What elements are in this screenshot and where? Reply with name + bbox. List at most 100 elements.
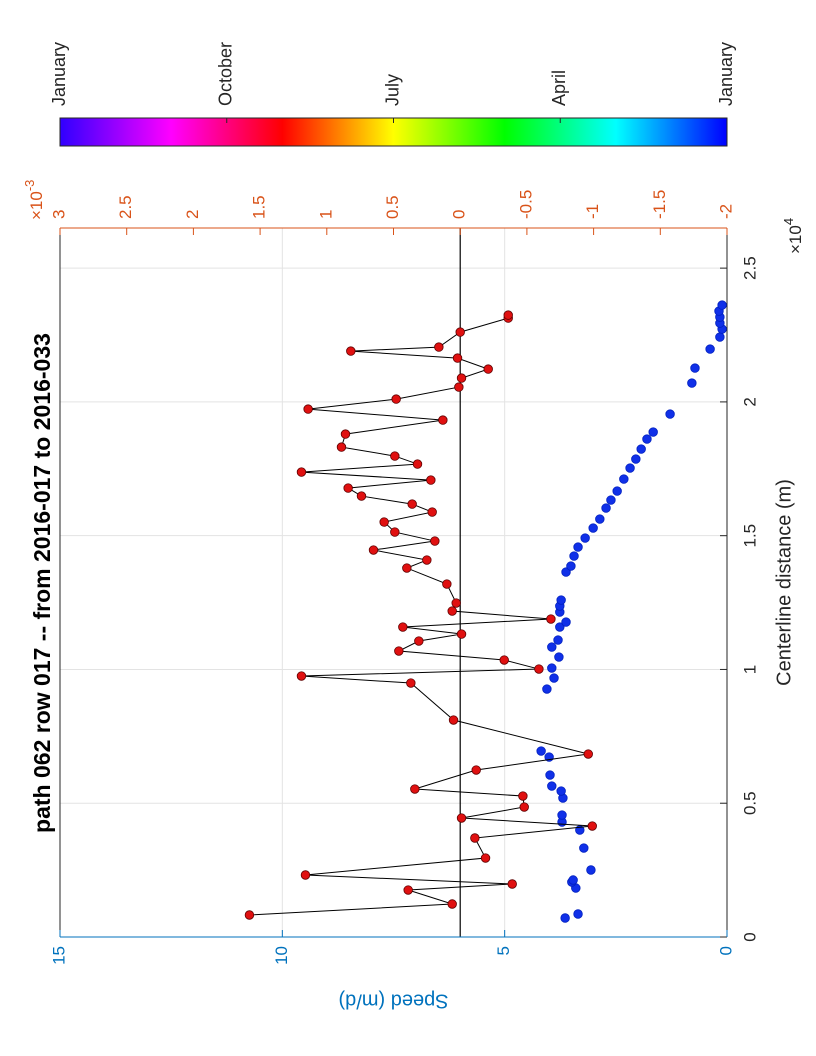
y-tick-label: 0 (716, 946, 735, 955)
data-point (648, 427, 658, 437)
data-point (503, 310, 513, 320)
data-point (455, 327, 465, 337)
data-point (705, 344, 715, 354)
data-point (470, 833, 480, 843)
data-point (471, 765, 481, 775)
x-tick-label: 2 (740, 397, 759, 406)
data-point (569, 551, 579, 561)
y2-tick-label: -2 (716, 204, 735, 219)
data-point (606, 495, 616, 505)
data-point (448, 715, 459, 725)
axis-exponent: ×10-3 (22, 180, 46, 220)
data-point (553, 635, 563, 645)
data-point (438, 415, 448, 425)
data-point (554, 652, 564, 662)
data-point (426, 475, 436, 485)
data-point (427, 507, 437, 517)
data-point (356, 491, 367, 501)
data-point (573, 909, 583, 919)
x-tick-label: 0 (740, 932, 759, 941)
data-point (556, 595, 566, 605)
rotated-figure: path 062 row 017 -- from 2016-017 to 201… (22, 42, 805, 1012)
data-point (549, 673, 559, 683)
y-tick-label: 10 (272, 946, 291, 965)
data-point (586, 865, 596, 875)
data-point (456, 629, 467, 639)
data-point (368, 545, 379, 555)
data-point (587, 821, 597, 831)
exponent-base: ×10 (786, 225, 805, 254)
data-point (480, 853, 491, 863)
data-point (690, 363, 700, 373)
data-point (343, 483, 353, 493)
data-point (391, 394, 401, 404)
data-point (557, 810, 567, 820)
data-point (642, 434, 652, 444)
data-point (244, 910, 255, 920)
data-point (601, 503, 611, 513)
exponent-power: 4 (781, 218, 796, 225)
data-point (560, 913, 570, 923)
series-line (249, 315, 593, 916)
y2-tick-label: 2 (183, 210, 202, 219)
data-point (398, 622, 408, 632)
chart-title: path 062 row 017 -- from 2016-017 to 201… (29, 333, 55, 833)
x-axis-label: Centerline distance (m) (773, 479, 795, 686)
data-point (519, 802, 529, 812)
data-point (546, 614, 556, 624)
y-tick-label: 15 (49, 946, 68, 965)
data-point (379, 517, 389, 527)
data-point (296, 467, 307, 477)
data-point (442, 579, 452, 589)
data-point (434, 342, 444, 352)
x-tick-label: 0.5 (740, 791, 759, 815)
data-point (619, 474, 629, 484)
data-point (715, 332, 725, 342)
data-point (568, 875, 578, 885)
colorbar-label: January (49, 42, 69, 106)
data-point (545, 770, 555, 780)
exponent-base: ×10 (27, 191, 46, 220)
data-point (580, 533, 590, 543)
data-point (336, 442, 347, 452)
data-point (631, 454, 641, 464)
data-point (518, 791, 528, 801)
axis-exponent: ×104 (781, 218, 805, 254)
data-point (390, 527, 400, 537)
exponent-power: -3 (22, 180, 37, 192)
data-point (447, 606, 457, 616)
y2-tick-label: 0 (450, 210, 469, 219)
x-tick-label: 1.5 (740, 524, 759, 548)
data-point (452, 353, 463, 363)
data-point (534, 664, 544, 674)
data-point (556, 786, 566, 796)
data-point (636, 444, 646, 454)
data-point (536, 746, 546, 756)
colorbar-label: July (382, 74, 402, 106)
data-point (406, 678, 416, 688)
data-point (422, 555, 432, 565)
data-point (665, 409, 675, 419)
colorbar-label: April (549, 70, 569, 106)
data-point (451, 598, 461, 608)
data-point (588, 523, 598, 533)
data-point (412, 459, 423, 469)
data-point (573, 542, 583, 552)
y2-tick-label: 1.5 (250, 195, 269, 219)
data-point (507, 879, 517, 889)
data-point (296, 671, 307, 681)
y2-tick-label: 3 (49, 210, 68, 219)
y-axis-label: Speed (m/d) (338, 990, 448, 1012)
data-point (410, 784, 420, 794)
data-point (403, 885, 413, 895)
data-point (456, 373, 467, 383)
data-point (561, 567, 571, 577)
data-point (555, 622, 565, 632)
data-point (561, 617, 571, 627)
data-point (547, 781, 557, 791)
data-point (687, 378, 697, 388)
data-point (579, 843, 589, 853)
colorbar-label: October (216, 42, 236, 106)
data-point (340, 429, 351, 439)
